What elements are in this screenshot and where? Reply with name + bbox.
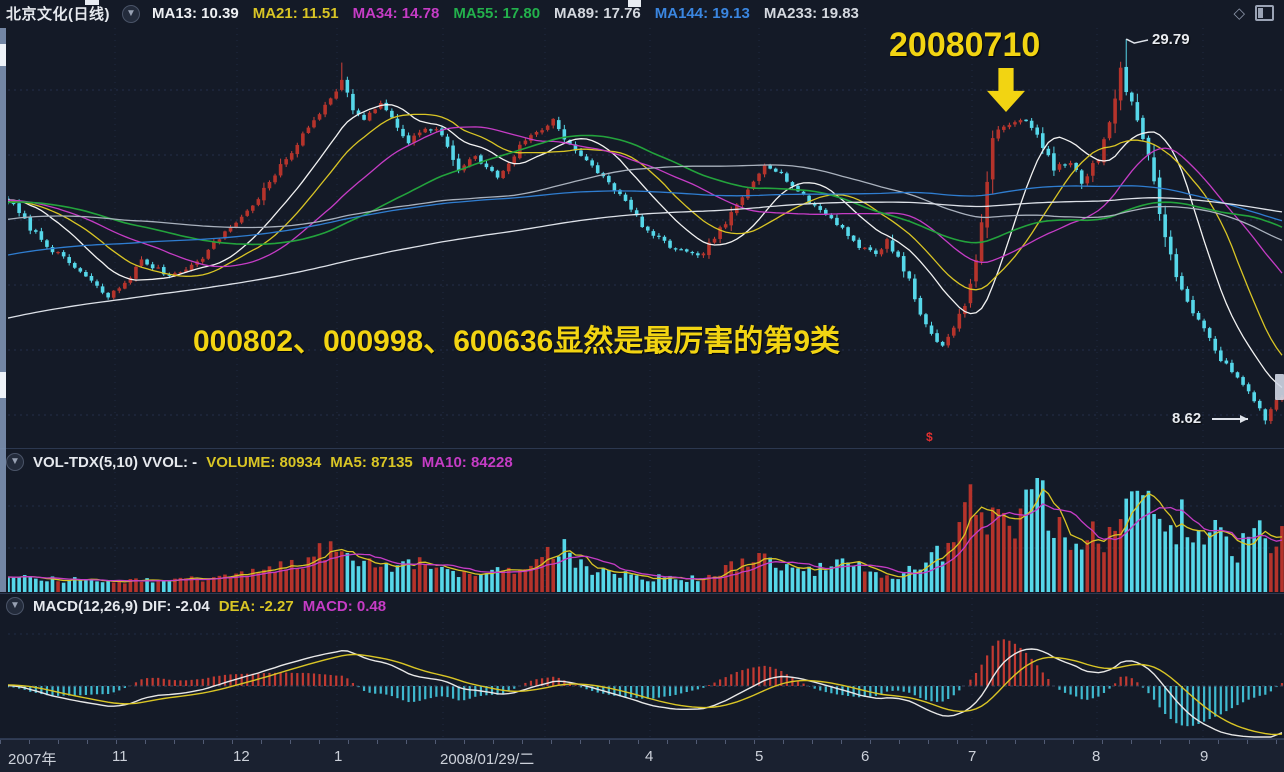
macd-panel-header: ▼ MACD(12,26,9) DIF: -2.04 DEA: -2.27 MACD… — [6, 597, 386, 615]
axis-month-label: 2008/01/29/二 — [440, 751, 535, 768]
volume-ma10-line — [8, 503, 1283, 582]
axis-month-label: 7 — [968, 748, 977, 765]
axis-month-label: 5 — [755, 748, 764, 765]
panel-divider — [0, 448, 1284, 449]
panel-divider — [0, 593, 1284, 594]
time-axis[interactable]: 2007年 11 12 1 2008/01/29/二 4 5 6 7 8 9 — [0, 739, 1284, 772]
top-edge-tick — [85, 0, 99, 5]
ma-legend-item: MA21: 11.51 — [252, 5, 339, 22]
date-callout-label: 20080710 — [889, 26, 1041, 64]
top-edge-tick — [628, 0, 641, 7]
volume-ma5-line — [8, 488, 1283, 583]
macd-dif-line — [8, 648, 1283, 738]
axis-month-label: 12 — [233, 748, 250, 765]
candlestick-layer — [8, 39, 1284, 425]
ma55-line — [8, 134, 1283, 246]
axis-month-label: 9 — [1200, 748, 1209, 765]
header-corner-icons: ◇ — [1233, 4, 1274, 22]
left-scrollbar[interactable] — [0, 28, 6, 592]
axis-month-label: 8 — [1092, 748, 1101, 765]
volume-legend-item: VOL-TDX(5,10) VVOL: - — [33, 453, 198, 471]
volume-panel-header: ▼ VOL-TDX(5,10) VVOL: - VOLUME: 80934 MA5:… — [6, 453, 513, 471]
ma-legend-item: MA34: 14.78 — [352, 5, 440, 22]
left-scrollbar-handle[interactable] — [0, 372, 6, 398]
volume-bars-layer — [8, 478, 1284, 592]
ma13-line — [8, 104, 1283, 389]
stock-title: 北京文化(日线) — [6, 6, 110, 23]
volume-legend-item: MA5: 87135 — [330, 453, 413, 471]
axis-month-label: 6 — [861, 748, 870, 765]
dividend-marker: $ — [926, 430, 933, 444]
chevron-down-icon[interactable]: ▼ — [6, 453, 24, 471]
macd-legend-item: MACD(12,26,9) DIF: -2.04 — [33, 597, 210, 615]
volume-legend-item: MA10: 84228 — [421, 453, 513, 471]
main-chart-header: 北京文化(日线) ▼ MA13: 10.39 MA21: 11.51 MA34: 1… — [6, 3, 859, 24]
ma233-line — [8, 197, 1283, 319]
chevron-down-icon[interactable]: ▼ — [6, 597, 24, 615]
ma-legend-item: MA233: 19.83 — [763, 5, 859, 22]
gridlines — [8, 28, 1284, 738]
panel-divider — [0, 738, 1284, 739]
note-annotation: 000802、000998、600636显然是最厉害的第9类 — [193, 325, 841, 358]
diamond-icon[interactable]: ◇ — [1233, 5, 1245, 22]
macd-legend-item: MACD: 0.48 — [302, 597, 387, 615]
callout-lines — [1125, 38, 1248, 423]
volume-legend: VOL-TDX(5,10) VVOL: - VOLUME: 80934 MA5: 8… — [33, 454, 513, 471]
axis-month-label: 2007年 — [8, 751, 57, 768]
axis-month-label: 11 — [112, 748, 128, 765]
ma-legend-item: MA13: 10.39 — [152, 5, 239, 22]
macd-legend: MACD(12,26,9) DIF: -2.04 DEA: -2.27 MACD: … — [33, 598, 386, 615]
ma-legend-item: MA144: 19.13 — [654, 5, 750, 22]
high-price-label: 29.79 — [1152, 31, 1190, 48]
ma-legend-item: MA89: 17.76 — [554, 5, 641, 22]
right-edge-marker — [1275, 374, 1284, 400]
macd-dea-line — [8, 653, 1283, 736]
ma-legend: MA13: 10.39 MA21: 11.51 MA34: 14.78 MA55: 1… — [152, 5, 859, 22]
left-scrollbar-handle[interactable] — [0, 44, 6, 66]
ma144-line — [8, 185, 1283, 256]
window-icon[interactable] — [1255, 5, 1274, 21]
macd-histogram-layer — [8, 639, 1284, 727]
ma-legend-item: MA55: 17.80 — [453, 5, 541, 22]
chevron-down-icon[interactable]: ▼ — [122, 4, 140, 23]
low-price-label: 8.62 — [1172, 410, 1202, 427]
axis-month-label: 4 — [645, 748, 654, 765]
macd-legend-item: DEA: -2.27 — [218, 597, 294, 615]
ma89-line — [8, 164, 1283, 241]
volume-legend-item: VOLUME: 80934 — [206, 453, 322, 471]
axis-month-label: 1 — [334, 748, 343, 765]
ma34-line — [8, 126, 1283, 274]
ma21-line — [8, 113, 1283, 356]
